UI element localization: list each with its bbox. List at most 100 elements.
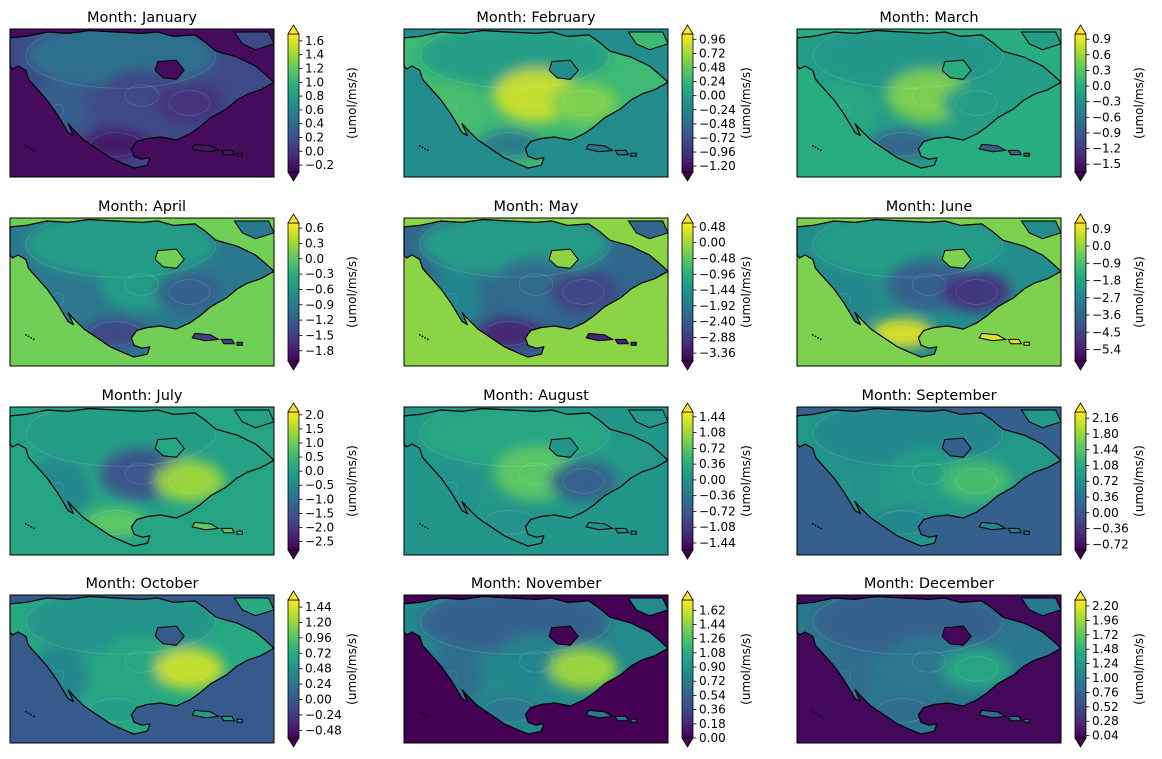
hawaii-island (817, 336, 820, 339)
panel-title: Month: November (471, 576, 601, 592)
hudson-bay (548, 625, 579, 646)
contour-line (124, 462, 160, 485)
colorbar-tick-label: −0.9 (1092, 256, 1121, 270)
coastline (9, 29, 275, 169)
caribbean-island (630, 341, 637, 346)
colorbar-tick-label: 0.0 (305, 464, 324, 478)
contour-line (124, 273, 160, 296)
hudson-bay (548, 437, 579, 458)
contour-line (25, 219, 217, 278)
caribbean-island (1007, 527, 1023, 534)
map-frame (796, 594, 1062, 744)
colorbar-extend-min (1074, 171, 1087, 182)
contour-line (911, 273, 947, 296)
contour-line (419, 30, 611, 89)
colorbar-extend-min (287, 360, 300, 371)
colorbar-tick-label: −1.8 (1092, 274, 1121, 288)
colorbar-tick-label: −1.92 (699, 299, 736, 313)
hawaii-island (424, 147, 427, 150)
hawaii-island (30, 147, 33, 150)
colorbar-label: (umol/ms/s) (1132, 256, 1146, 328)
colorbar-tick-label: 1.08 (1092, 458, 1119, 472)
coastline (796, 407, 1062, 547)
map-frame (796, 28, 1062, 178)
colorbar-extend-min (287, 171, 300, 182)
hawaii-island (30, 525, 33, 528)
greenland (627, 409, 669, 429)
land-blob (549, 82, 618, 124)
hawaii-island (24, 334, 27, 336)
hawaii-island (32, 527, 35, 530)
colorbar-tick-label: 0.36 (1092, 490, 1119, 504)
caribbean-island (220, 338, 236, 345)
contour-line (911, 650, 947, 673)
colorbar-tick-label: 0.36 (699, 457, 726, 471)
colorbar-tick-label: 0.52 (1092, 700, 1119, 714)
colorbar (287, 411, 300, 551)
contour-line (911, 84, 947, 107)
hawaii-island (32, 715, 35, 718)
hawaii-island (27, 712, 30, 715)
colorbar-extend-max (681, 402, 694, 413)
land-blob (549, 271, 618, 313)
map-panel-8: Month: August 1.44 1.080.72 0.36 0.00 −0.36−0… (403, 388, 753, 560)
colorbar-tick-label: −1.44 (699, 536, 736, 550)
colorbar-label: (umol/ms/s) (345, 67, 359, 139)
hawaii-island (27, 146, 30, 149)
greenland (1020, 31, 1062, 51)
panel-title: Month: August (483, 388, 589, 404)
hawaii-island (27, 524, 30, 527)
colorbar-tick-label: 0.3 (1092, 63, 1111, 77)
colorbar-tick-label: −1.44 (699, 283, 736, 297)
colorbar-tick-label: −0.36 (1092, 522, 1129, 536)
map-frame (403, 406, 669, 556)
colorbar-tick-label: −0.96 (699, 267, 736, 281)
colorbar-tick-label: 1.0 (305, 436, 324, 450)
hudson-bay (941, 625, 972, 646)
colorbar-tick-label: 0.48 (699, 60, 726, 74)
caribbean-island (236, 718, 243, 723)
caribbean-island (191, 332, 221, 342)
colorbar-label: (umol/ms/s) (1132, 67, 1146, 139)
colorbar-tick-label: 0.4 (305, 117, 324, 131)
map-frame (796, 406, 1062, 556)
colorbar-tick-label: −1.2 (305, 313, 334, 327)
caribbean-island (1007, 715, 1023, 722)
colorbar-tick-label: 0.6 (305, 221, 324, 235)
hawaii-island (426, 149, 429, 152)
coastline (9, 218, 275, 358)
colorbar-tick-label: 0.5 (305, 450, 324, 464)
colorbar-tick-label: −0.72 (699, 504, 736, 518)
colorbar-tick-label: 0.18 (699, 717, 726, 731)
hawaii-island (814, 524, 817, 527)
colorbar-tick-label: 1.00 (1092, 671, 1119, 685)
hawaii-island (817, 147, 820, 150)
colorbar-extend-min (287, 549, 300, 560)
coastline (796, 29, 1062, 169)
coastline (403, 407, 669, 547)
hawaii-island (424, 713, 427, 716)
colorbar-label: (umol/ms/s) (1132, 633, 1146, 705)
caribbean-island (585, 521, 615, 531)
colorbar (1074, 222, 1087, 362)
contour-line (168, 279, 211, 305)
colorbar-tick-label: −0.3 (1092, 95, 1121, 109)
colorbar-tick-label: −0.3 (305, 267, 334, 281)
hawaii-island (811, 145, 814, 147)
map-panel-6: Month: June 0.9 0.0 −0.9 −1.8 −2.7 −3.6 −4.5 −5.… (796, 199, 1146, 371)
colorbar-tick-label: −0.9 (305, 298, 334, 312)
greenland (233, 597, 275, 617)
hawaii-island (418, 334, 421, 336)
colorbar-tick-label: −3.36 (699, 346, 736, 360)
caribbean-island (978, 332, 1008, 342)
colorbar-tick-label: 0.48 (699, 220, 726, 234)
land-field (404, 30, 668, 169)
contour-line (562, 90, 605, 116)
caribbean-island (1023, 718, 1030, 723)
hawaii-island (817, 525, 820, 528)
caribbean-island (585, 143, 615, 153)
caribbean-island (978, 521, 1008, 531)
hawaii-island (418, 711, 421, 713)
contour-line (518, 273, 554, 296)
